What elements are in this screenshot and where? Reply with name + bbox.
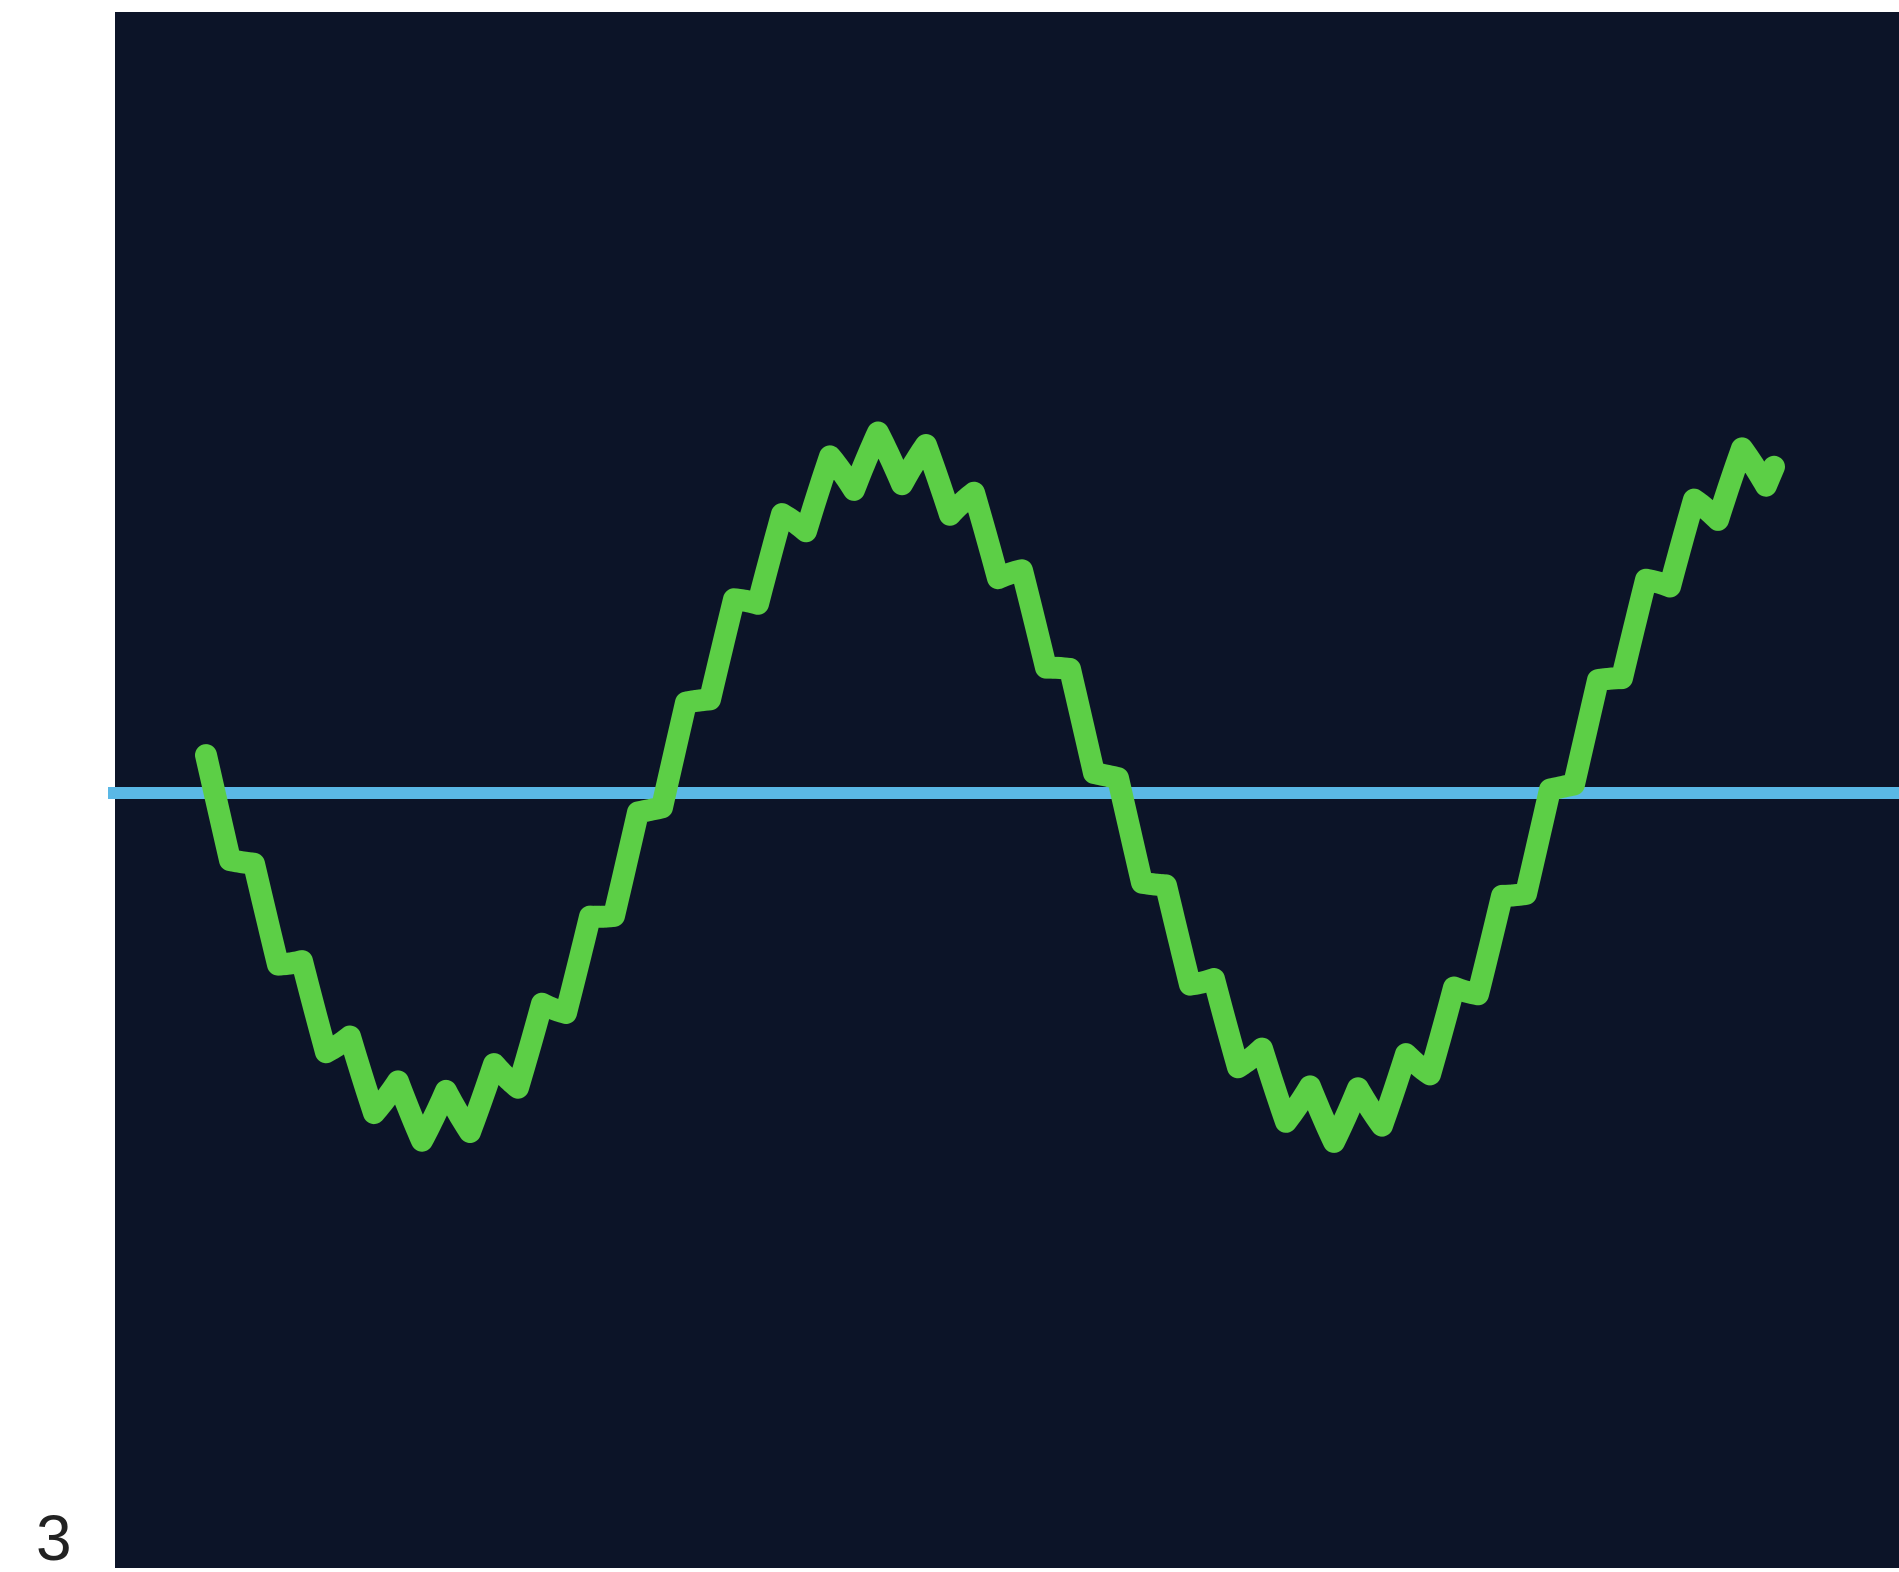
page: 3 (() => { const data = JSON.parse(docum… bbox=[0, 0, 1899, 1572]
figure-label: 3 bbox=[36, 1502, 72, 1572]
figure: 3 bbox=[0, 0, 1899, 1572]
